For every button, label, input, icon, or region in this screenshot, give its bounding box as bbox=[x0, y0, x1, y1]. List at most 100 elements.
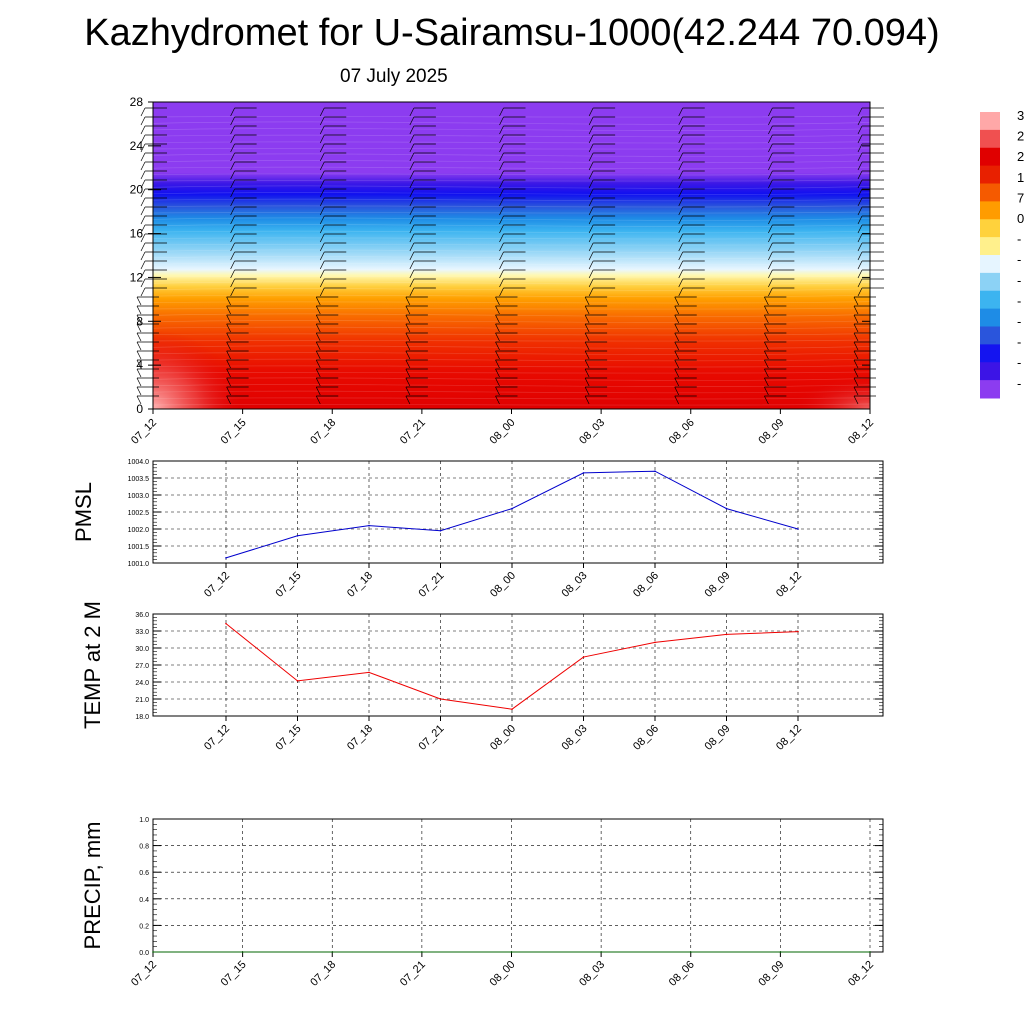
wind-barb bbox=[678, 143, 684, 153]
wind-barb bbox=[584, 395, 590, 405]
wind-barb bbox=[495, 377, 500, 387]
wind-barb bbox=[857, 197, 863, 207]
wind-barb bbox=[588, 161, 594, 171]
data-point bbox=[797, 528, 799, 530]
wind-barb bbox=[319, 197, 325, 207]
contour-line bbox=[152, 390, 871, 394]
wind-barb bbox=[764, 350, 769, 360]
wind-barb bbox=[678, 134, 684, 144]
wind-barb bbox=[140, 116, 146, 126]
wind-barb bbox=[857, 233, 863, 243]
wind-barb bbox=[584, 323, 590, 333]
wind-barb-column bbox=[853, 107, 884, 405]
wind-barb bbox=[768, 179, 773, 189]
wind-barb bbox=[140, 134, 146, 144]
wind-barb bbox=[857, 188, 863, 198]
wind-barb bbox=[768, 269, 773, 279]
plot-frame bbox=[152, 818, 884, 953]
wind-barb bbox=[499, 287, 504, 297]
wind-barb bbox=[588, 269, 594, 279]
y-tick-label: 28 bbox=[130, 95, 144, 109]
contour-line bbox=[152, 211, 871, 214]
wind-barb bbox=[319, 179, 325, 189]
wind-barb bbox=[588, 242, 594, 252]
colorbar-label: 2 bbox=[1017, 149, 1024, 164]
wind-barb bbox=[678, 278, 684, 288]
wind-barb-column bbox=[495, 107, 526, 405]
wind-barb bbox=[226, 305, 231, 315]
wind-barb bbox=[140, 179, 146, 189]
y-tick-label: 20 bbox=[130, 183, 144, 197]
x-tick-label: 07_21 bbox=[398, 959, 428, 989]
colorbar-label: - bbox=[1017, 314, 1021, 329]
wind-barb bbox=[768, 188, 773, 198]
x-tick-label: 07_15 bbox=[274, 723, 304, 753]
wind-barb bbox=[768, 251, 773, 261]
wind-barb bbox=[136, 350, 142, 360]
wind-barb bbox=[853, 395, 859, 405]
wind-barb bbox=[678, 206, 684, 216]
wind-barb bbox=[319, 260, 325, 270]
wind-barb bbox=[226, 341, 231, 351]
data-point bbox=[439, 529, 442, 532]
wind-barb bbox=[674, 314, 680, 324]
contour-line bbox=[152, 198, 871, 202]
colorbar-swatch bbox=[980, 290, 1000, 310]
contour-line bbox=[152, 294, 871, 298]
colorbar-swatch bbox=[980, 326, 1000, 345]
wind-barb bbox=[853, 314, 859, 324]
wind-barb bbox=[499, 170, 504, 180]
wind-barb bbox=[136, 377, 142, 387]
wind-barb bbox=[499, 125, 504, 135]
wind-barb bbox=[495, 323, 500, 333]
wind-barb bbox=[764, 323, 769, 333]
contour-line bbox=[152, 166, 871, 170]
colorbar-label: 3 bbox=[1017, 108, 1024, 123]
wind-barb bbox=[584, 332, 590, 342]
wind-barb bbox=[405, 323, 411, 333]
wind-barb bbox=[319, 125, 325, 135]
x-tick-label: 08_09 bbox=[756, 417, 786, 447]
wind-barb bbox=[136, 323, 142, 333]
x-tick-label: 08_06 bbox=[631, 723, 661, 753]
wind-barb bbox=[764, 386, 769, 396]
wind-barb bbox=[140, 206, 146, 216]
data-point bbox=[869, 951, 871, 953]
wind-barb bbox=[857, 107, 863, 117]
wind-barb bbox=[588, 287, 594, 297]
contour-line bbox=[152, 141, 871, 144]
contour-line bbox=[152, 128, 871, 131]
wind-barb bbox=[140, 170, 146, 180]
x-tick-label: 08_03 bbox=[577, 417, 607, 447]
contour-line bbox=[152, 192, 871, 195]
wind-barb bbox=[588, 233, 594, 243]
wind-barb bbox=[588, 188, 594, 198]
wind-barb bbox=[768, 161, 773, 171]
wind-barb bbox=[768, 134, 773, 144]
wind-barb bbox=[230, 269, 235, 279]
wind-barb bbox=[409, 188, 415, 198]
wind-barb bbox=[674, 386, 680, 396]
contour-line bbox=[152, 326, 871, 330]
colorbar-swatch bbox=[980, 165, 1000, 184]
wind-barb bbox=[764, 341, 769, 351]
wind-barb bbox=[674, 341, 680, 351]
wind-barb bbox=[405, 377, 411, 387]
wind-barb bbox=[230, 224, 235, 234]
contour-line bbox=[152, 217, 871, 221]
wind-barb bbox=[588, 278, 594, 288]
chart-subtitle: 07 July 2025 bbox=[340, 66, 448, 87]
wind-barb bbox=[674, 332, 680, 342]
wind-barb bbox=[857, 224, 863, 234]
x-tick-label: 08_03 bbox=[577, 959, 607, 989]
y-tick-label: 1001.0 bbox=[128, 561, 150, 568]
plot-frame bbox=[152, 613, 884, 717]
wind-barb bbox=[495, 368, 500, 378]
contour-line bbox=[152, 307, 871, 310]
contour-line bbox=[152, 384, 871, 387]
contour-line bbox=[152, 397, 871, 400]
wind-barb bbox=[136, 368, 142, 378]
colorbar-label: 1 bbox=[1017, 170, 1024, 185]
wind-barb bbox=[499, 278, 504, 288]
wind-barb bbox=[499, 107, 504, 117]
